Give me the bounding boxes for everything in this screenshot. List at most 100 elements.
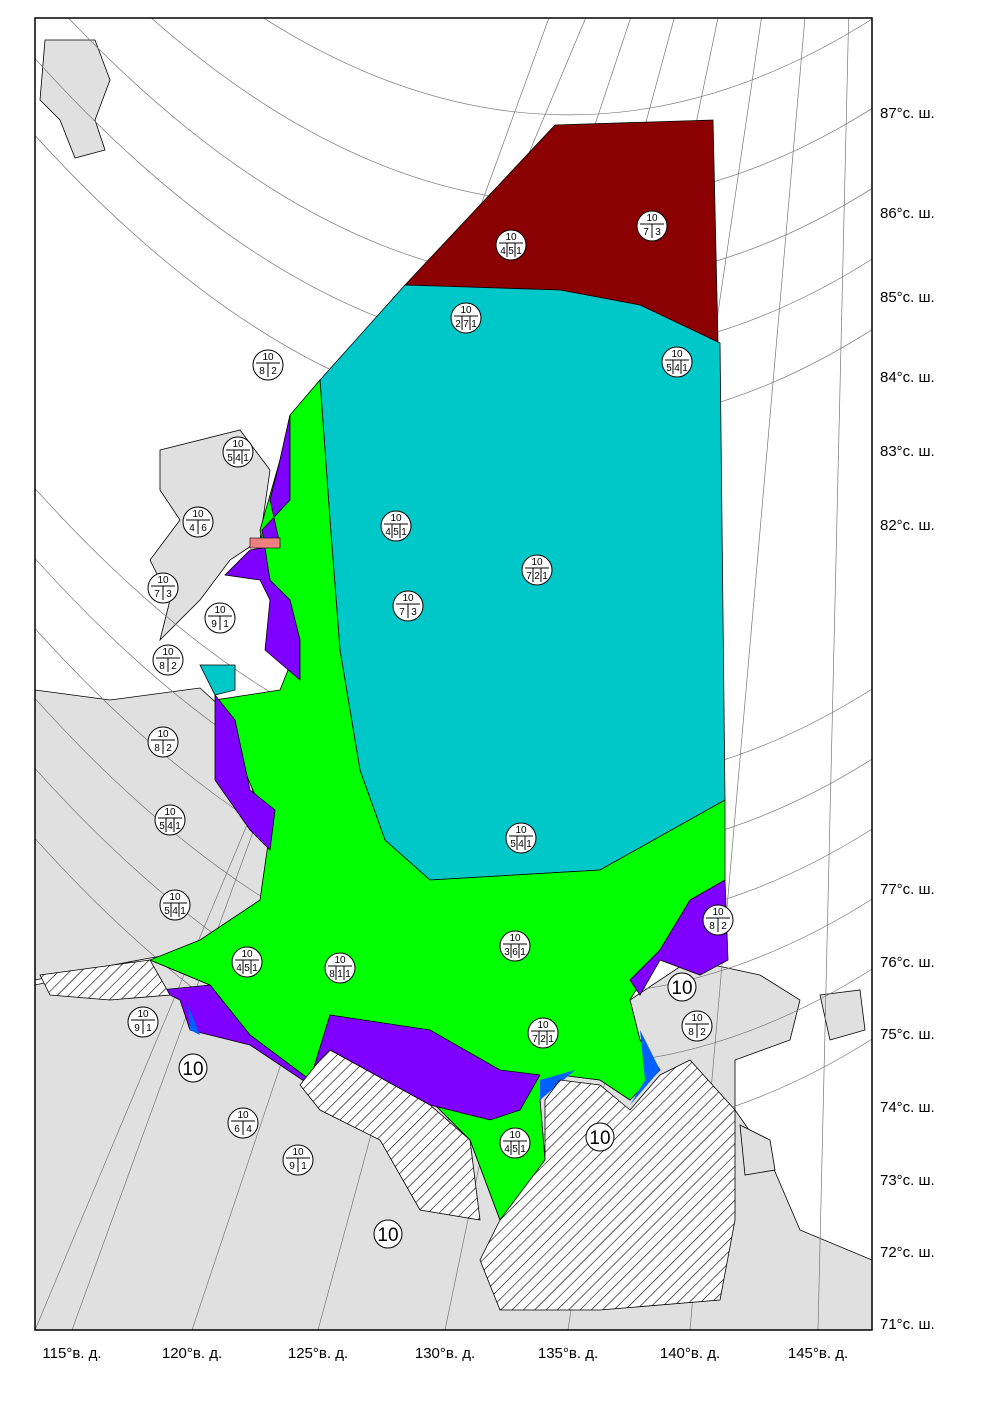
egg-partial: 1 [542,571,548,582]
egg-partial: 6 [201,523,207,534]
egg-total: 10 [157,575,169,586]
egg-code [495,229,527,261]
egg-partial: 1 [401,527,407,538]
egg-partial: 1 [175,821,181,832]
egg-code [159,889,191,921]
egg-partial: 5 [508,246,514,257]
egg-code [499,930,531,962]
egg-total: 10 [162,647,174,658]
egg-total: 10 [691,1013,703,1024]
egg-total: 10 [537,1020,549,1031]
latitude-label: 84°с. ш. [880,369,935,386]
egg-partial: 5 [666,363,672,374]
egg-code [450,302,482,334]
ice-zone-young [224,414,301,681]
egg-partial: 1 [520,1144,526,1155]
egg-total: 10 [157,729,169,740]
egg-code [154,804,186,836]
latitude-label: 76°с. ш. [880,954,935,971]
egg-code [324,952,356,984]
ice-zone-young [158,693,729,1121]
egg-code [231,946,263,978]
egg-partial: 7 [532,1034,538,1045]
egg-partial: 8 [259,366,265,377]
egg-partial: 9 [211,619,217,630]
egg-partial: 1 [682,363,688,374]
egg-partial: 2 [721,921,727,932]
egg-code [380,510,412,542]
egg-partial: 6 [512,947,518,958]
egg-partial: 1 [252,963,258,974]
fast-ice-label: 10 [671,978,692,999]
egg-total: 10 [390,513,402,524]
egg-partial: 3 [504,947,510,958]
latitude-label: 83°с. ш. [880,443,935,460]
egg-partial: 6 [234,1124,240,1135]
egg-total: 10 [192,509,204,520]
latitude-label: 85°с. ш. [880,289,935,306]
latitude-label: 74°с. ш. [880,1099,935,1116]
egg-partial: 2 [540,1034,546,1045]
egg-partial: 8 [329,969,335,980]
egg-total: 10 [515,825,527,836]
fast-ice [479,1059,736,1311]
egg-total: 10 [509,1130,521,1141]
egg-partial: 5 [227,453,233,464]
map-frame [34,17,873,1331]
egg-partial: 2 [171,661,177,672]
egg-partial: 3 [411,607,417,618]
egg-partial: 1 [146,1023,152,1034]
egg-partial: 5 [164,906,170,917]
egg-partial: 4 [504,1144,510,1155]
egg-total: 10 [509,933,521,944]
egg-partial: 2 [534,571,540,582]
egg-partial: 9 [134,1023,140,1034]
egg-partial: 4 [172,906,178,917]
egg-partial: 5 [512,1144,518,1155]
latitude-label: 86°с. ш. [880,205,935,222]
egg-partial: 7 [399,607,405,618]
egg-code [661,346,693,378]
egg-total: 10 [646,213,658,224]
fast-ice-symbol [178,1053,208,1083]
ice-zone-multiyear [319,284,726,881]
egg-total: 10 [334,955,346,966]
egg-partial: 1 [548,1034,554,1045]
egg-partial: 1 [520,947,526,958]
egg-total: 10 [241,949,253,960]
egg-partial: 1 [471,319,477,330]
egg-partial: 8 [709,921,715,932]
egg-partial: 3 [655,227,661,238]
egg-partial: 7 [526,571,532,582]
latitude-label: 77°с. ш. [880,881,935,898]
egg-partial: 2 [700,1027,706,1038]
latitude-label: 87°с. ш. [880,105,935,122]
island [149,429,271,642]
egg-partial: 9 [289,1161,295,1172]
egg-partial: 1 [223,619,229,630]
longitude-label: 125°в. д. [288,1345,348,1362]
egg-partial: 1 [337,969,343,980]
egg-total: 10 [292,1147,304,1158]
egg-partial: 4 [236,963,242,974]
egg-total: 10 [671,349,683,360]
egg-partial: 1 [526,839,532,850]
fast-ice [39,959,481,1221]
egg-partial: 7 [643,227,649,238]
fast-ice-symbol [585,1122,615,1152]
egg-partial: 4 [518,839,524,850]
longitude-label: 140°в. д. [660,1345,720,1362]
egg-code [222,436,254,468]
latitude-label: 71°с. ш. [880,1316,935,1333]
egg-partial: 4 [235,453,241,464]
egg-partial: 8 [159,661,165,672]
egg-partial: 3 [166,589,172,600]
longitude-label: 145°в. д. [788,1345,848,1362]
labels: 87°с. ш. 86°с. ш. 85°с. ш. 84°с. ш. 83°с. ш.… [42,105,934,1362]
egg-total: 10 [214,605,226,616]
egg-partial: 8 [688,1027,694,1038]
egg-total: 10 [164,807,176,818]
latitude-label: 75°с. ш. [880,1026,935,1043]
egg-code [499,1127,531,1159]
